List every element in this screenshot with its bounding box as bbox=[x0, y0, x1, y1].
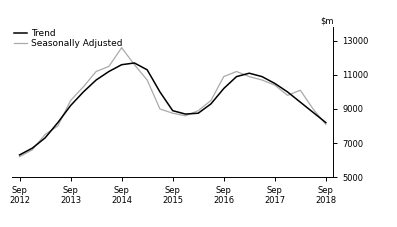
Trend bbox=[30, 147, 35, 150]
Seasonally Adjusted bbox=[106, 65, 111, 68]
Seasonally Adjusted bbox=[183, 114, 188, 117]
Seasonally Adjusted bbox=[196, 109, 200, 112]
Seasonally Adjusted bbox=[324, 123, 328, 126]
Seasonally Adjusted bbox=[17, 155, 22, 158]
Trend bbox=[68, 104, 73, 107]
Trend bbox=[311, 111, 316, 114]
Trend bbox=[119, 63, 124, 66]
Seasonally Adjusted bbox=[311, 108, 316, 110]
Seasonally Adjusted bbox=[94, 70, 98, 73]
Trend bbox=[260, 75, 264, 78]
Seasonally Adjusted bbox=[56, 125, 60, 127]
Trend bbox=[222, 87, 226, 90]
Trend bbox=[158, 91, 162, 93]
Seasonally Adjusted bbox=[119, 46, 124, 49]
Trend bbox=[324, 121, 328, 124]
Trend bbox=[56, 121, 60, 124]
Trend bbox=[170, 109, 175, 112]
Trend bbox=[183, 113, 188, 116]
Trend bbox=[234, 75, 239, 78]
Seasonally Adjusted bbox=[43, 133, 48, 136]
Trend bbox=[94, 79, 98, 81]
Seasonally Adjusted bbox=[158, 108, 162, 110]
Seasonally Adjusted bbox=[285, 94, 290, 97]
Trend bbox=[298, 101, 303, 104]
Line: Seasonally Adjusted: Seasonally Adjusted bbox=[19, 48, 326, 157]
Seasonally Adjusted bbox=[68, 99, 73, 102]
Trend bbox=[132, 62, 137, 64]
Seasonally Adjusted bbox=[170, 112, 175, 115]
Trend bbox=[247, 72, 252, 74]
Trend bbox=[81, 91, 86, 93]
Seasonally Adjusted bbox=[208, 99, 213, 102]
Seasonally Adjusted bbox=[132, 63, 137, 66]
Seasonally Adjusted bbox=[81, 86, 86, 88]
Trend bbox=[43, 137, 48, 139]
Trend bbox=[196, 112, 200, 115]
Seasonally Adjusted bbox=[260, 79, 264, 81]
Seasonally Adjusted bbox=[298, 89, 303, 91]
Line: Trend: Trend bbox=[19, 63, 326, 155]
Seasonally Adjusted bbox=[247, 75, 252, 78]
Legend: Trend, Seasonally Adjusted: Trend, Seasonally Adjusted bbox=[13, 28, 123, 49]
Text: $m: $m bbox=[320, 17, 333, 26]
Trend bbox=[106, 70, 111, 73]
Seasonally Adjusted bbox=[272, 84, 277, 86]
Seasonally Adjusted bbox=[30, 148, 35, 151]
Trend bbox=[272, 82, 277, 85]
Seasonally Adjusted bbox=[145, 79, 150, 81]
Seasonally Adjusted bbox=[234, 70, 239, 73]
Seasonally Adjusted bbox=[222, 75, 226, 78]
Trend bbox=[208, 103, 213, 105]
Trend bbox=[145, 69, 150, 71]
Trend bbox=[285, 91, 290, 93]
Trend bbox=[17, 153, 22, 156]
